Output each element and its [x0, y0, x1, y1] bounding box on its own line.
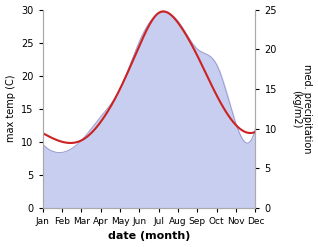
Y-axis label: med. precipitation
(kg/m2): med. precipitation (kg/m2): [291, 64, 313, 153]
X-axis label: date (month): date (month): [108, 231, 190, 242]
Y-axis label: max temp (C): max temp (C): [5, 75, 16, 143]
